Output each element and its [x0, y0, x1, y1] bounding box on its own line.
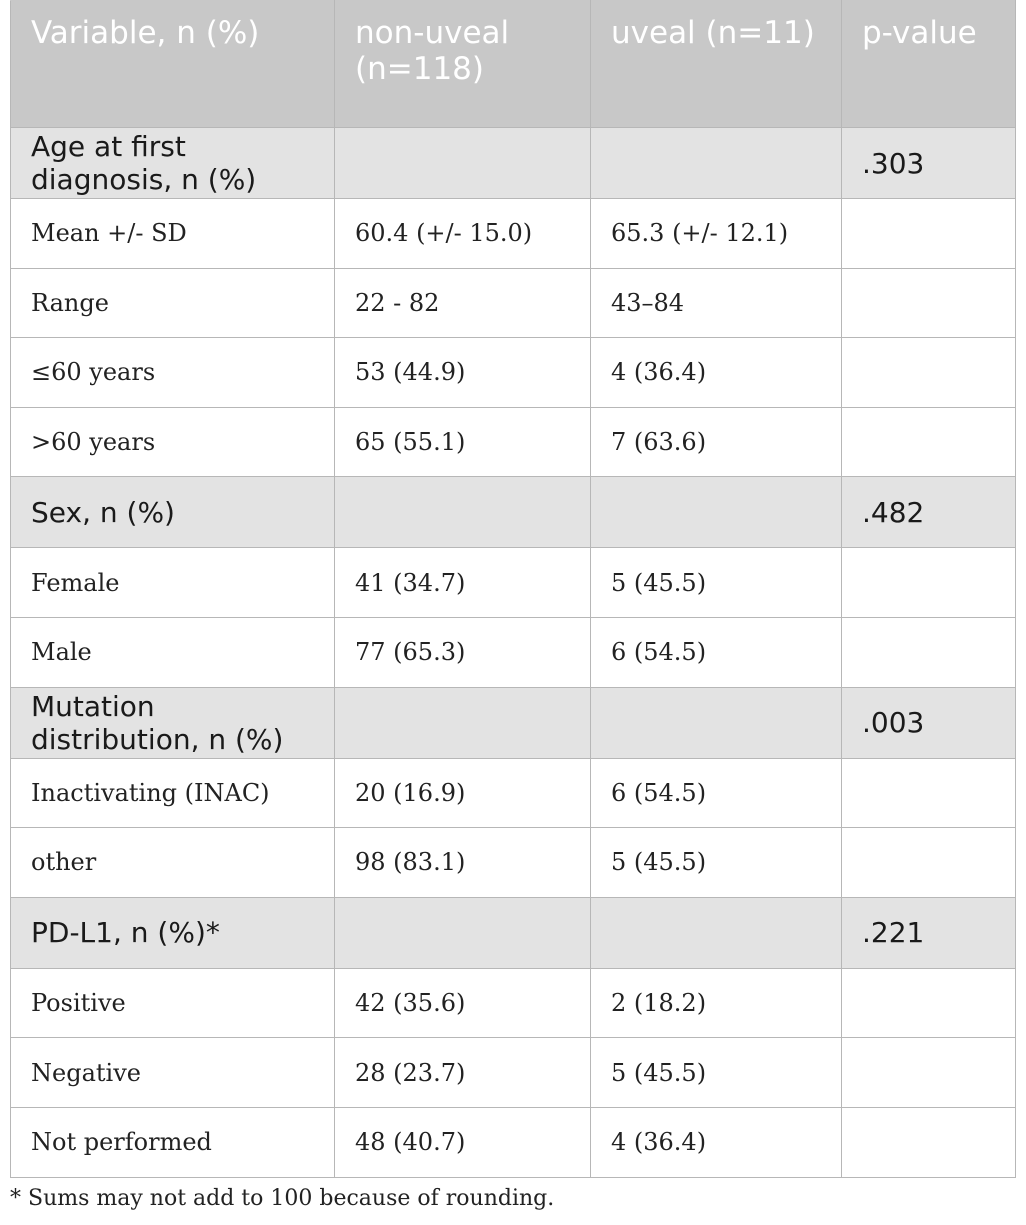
table-row: ≤60 years 53 (44.9) 4 (36.4): [10, 337, 1016, 408]
non-uveal-value: 20 (16.9): [334, 757, 591, 829]
table-row: Range 22 - 82 43–84: [10, 267, 1016, 339]
table-row: Mean +/- SD 60.4 (+/- 15.0) 65.3 (+/- 12…: [10, 198, 1016, 269]
row-label: Inactivating (INAC): [10, 757, 335, 829]
group-p-value: .482: [841, 476, 1016, 549]
uveal-value: 43–84: [590, 267, 842, 339]
row-label: Range: [10, 267, 335, 339]
non-uveal-value: 98 (83.1): [334, 827, 591, 898]
group-p-value: .003: [841, 686, 1016, 759]
non-uveal-value: 60.4 (+/- 15.0): [334, 198, 591, 269]
table-row: Male 77 (65.3) 6 (54.5): [10, 616, 1016, 688]
uveal-value: 4 (36.4): [590, 337, 842, 408]
table-row: Negative 28 (23.7) 5 (45.5): [10, 1037, 1016, 1108]
group-label: Sex, n (%): [10, 476, 335, 549]
group-p-value: .303: [841, 127, 1016, 199]
group-row-age: Age at first diagnosis, n (%) .303: [10, 127, 1016, 199]
row-label: Positive: [10, 967, 335, 1039]
header-variable: Variable, n (%): [10, 0, 335, 128]
row-label: >60 years: [10, 406, 335, 478]
non-uveal-value: 65 (55.1): [334, 406, 591, 478]
row-label: Not performed: [10, 1106, 335, 1178]
group-row-pd-l1: PD-L1, n (%)* .221: [10, 896, 1016, 969]
non-uveal-value: 42 (35.6): [334, 967, 591, 1039]
non-uveal-value: 22 - 82: [334, 267, 591, 339]
uveal-value: 2 (18.2): [590, 967, 842, 1039]
group-label: Age at first diagnosis, n (%): [10, 127, 335, 199]
non-uveal-value: 28 (23.7): [334, 1037, 591, 1108]
header-non-uveal: non-uveal (n=118): [334, 0, 591, 128]
uveal-value: 65.3 (+/- 12.1): [590, 198, 842, 269]
table-row: Inactivating (INAC) 20 (16.9) 6 (54.5): [10, 757, 1016, 829]
uveal-value: 5 (45.5): [590, 1037, 842, 1108]
uveal-value: 5 (45.5): [590, 827, 842, 898]
table-footnote: * Sums may not add to 100 because of rou…: [10, 1186, 555, 1211]
row-label: Male: [10, 616, 335, 688]
data-table: Variable, n (%) non-uveal (n=118) uveal …: [10, 0, 1016, 1178]
header-p-value: p-value: [841, 0, 1016, 128]
group-label: PD-L1, n (%)*: [10, 896, 335, 969]
non-uveal-value: 53 (44.9): [334, 337, 591, 408]
table-row: Female 41 (34.7) 5 (45.5): [10, 547, 1016, 618]
uveal-value: 4 (36.4): [590, 1106, 842, 1178]
non-uveal-value: 77 (65.3): [334, 616, 591, 688]
table-row: Not performed 48 (40.7) 4 (36.4): [10, 1106, 1016, 1178]
row-label: Mean +/- SD: [10, 198, 335, 269]
row-label: other: [10, 827, 335, 898]
table-header-row: Variable, n (%) non-uveal (n=118) uveal …: [10, 0, 1016, 128]
header-uveal: uveal (n=11): [590, 0, 842, 128]
row-label: Female: [10, 547, 335, 618]
table-row: >60 years 65 (55.1) 7 (63.6): [10, 406, 1016, 478]
row-label: ≤60 years: [10, 337, 335, 408]
non-uveal-value: 41 (34.7): [334, 547, 591, 618]
uveal-value: 5 (45.5): [590, 547, 842, 618]
group-row-mutation: Mutation distribution, n (%) .003: [10, 686, 1016, 759]
group-label: Mutation distribution, n (%): [10, 686, 335, 759]
uveal-value: 7 (63.6): [590, 406, 842, 478]
uveal-value: 6 (54.5): [590, 757, 842, 829]
group-row-sex: Sex, n (%) .482: [10, 476, 1016, 549]
table-row: Positive 42 (35.6) 2 (18.2): [10, 967, 1016, 1039]
group-p-value: .221: [841, 896, 1016, 969]
row-label: Negative: [10, 1037, 335, 1108]
data-table-container: Variable, n (%) non-uveal (n=118) uveal …: [10, 0, 1016, 1178]
uveal-value: 6 (54.5): [590, 616, 842, 688]
table-row: other 98 (83.1) 5 (45.5): [10, 827, 1016, 898]
non-uveal-value: 48 (40.7): [334, 1106, 591, 1178]
